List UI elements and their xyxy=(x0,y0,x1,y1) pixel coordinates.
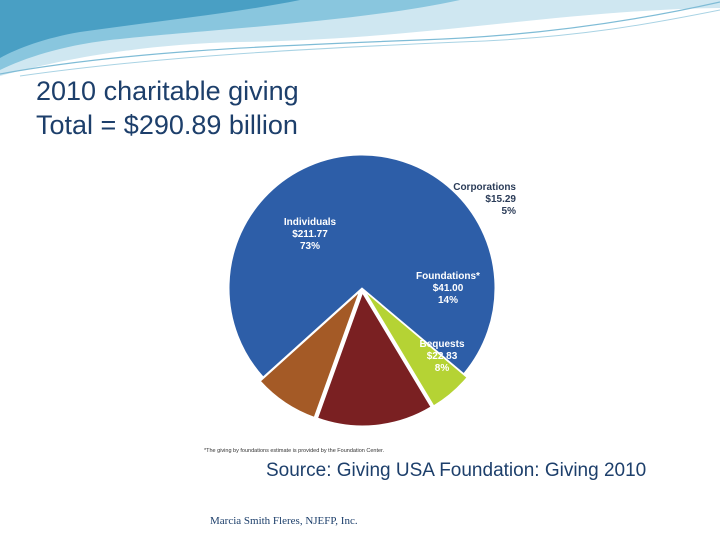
slice-label-value-foundations: $41.00 xyxy=(433,283,464,294)
slice-label-value-corporations: $15.29 xyxy=(485,194,516,205)
slice-label-percent-corporations: 5% xyxy=(502,206,517,217)
header-wave-dark xyxy=(0,0,300,58)
slice-label-name-foundations: Foundations* xyxy=(416,271,480,282)
slice-label-name-bequests: Bequests xyxy=(419,339,464,350)
header-wave-line-2 xyxy=(19,9,720,77)
slice-label-value-bequests: $22.83 xyxy=(427,351,458,362)
header-wave-decoration xyxy=(0,0,720,77)
header-wave-line xyxy=(0,1,720,75)
title-line-2: Total = $290.89 billion xyxy=(36,110,298,140)
source-caption: Source: Giving USA Foundation: Giving 20… xyxy=(266,460,647,481)
footer-author: Marcia Smith Fleres, NJEFP, Inc. xyxy=(210,515,358,527)
pie-slice-individuals xyxy=(228,154,496,378)
pie-slice-corporations xyxy=(364,291,468,407)
pie-slice-foundations xyxy=(316,291,432,427)
slice-label-percent-foundations: 14% xyxy=(438,295,458,306)
slice-label-name-corporations: Corporations xyxy=(453,182,516,193)
title-line-1: 2010 charitable giving xyxy=(36,76,299,106)
slice-label-name-individuals: Individuals xyxy=(284,217,337,228)
slice-label-percent-individuals: 73% xyxy=(300,241,320,252)
pie-chart-panel: Individuals $211.77 73% Corporations $15.29 5… xyxy=(198,150,526,458)
slice-label-value-individuals: $211.77 xyxy=(292,229,328,240)
pie-slice-bequests xyxy=(259,291,360,418)
slice-label-percent-bequests: 8% xyxy=(435,363,450,374)
slide-title: 2010 charitable giving Total = $290.89 b… xyxy=(36,74,299,142)
chart-footnote: *The giving by foundations estimate is p… xyxy=(204,448,385,454)
